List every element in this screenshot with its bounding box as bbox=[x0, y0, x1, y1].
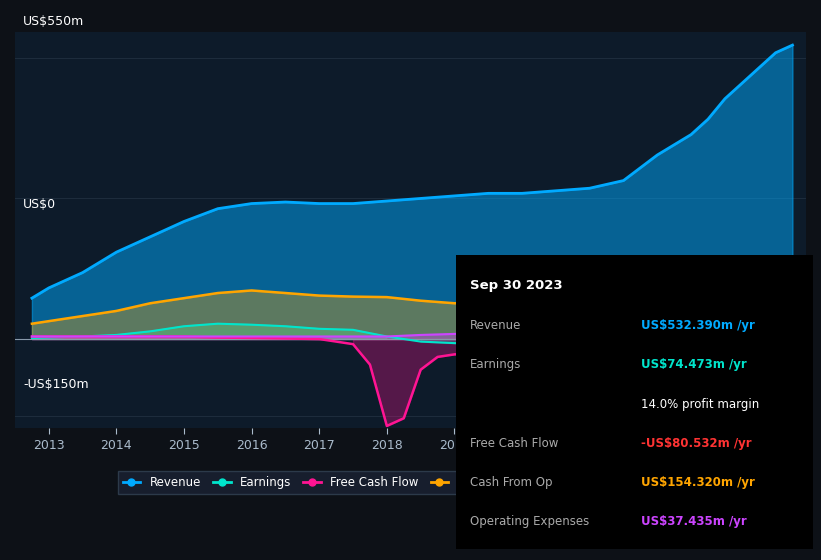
Text: US$0: US$0 bbox=[23, 198, 56, 211]
Text: Earnings: Earnings bbox=[470, 358, 521, 371]
Text: US$532.390m /yr: US$532.390m /yr bbox=[641, 319, 755, 332]
Text: Operating Expenses: Operating Expenses bbox=[470, 515, 589, 528]
Text: Sep 30 2023: Sep 30 2023 bbox=[470, 279, 562, 292]
Text: US$37.435m /yr: US$37.435m /yr bbox=[641, 515, 747, 528]
Text: 14.0% profit margin: 14.0% profit margin bbox=[641, 398, 759, 410]
Text: -US$80.532m /yr: -US$80.532m /yr bbox=[641, 437, 752, 450]
Text: Cash From Op: Cash From Op bbox=[470, 476, 553, 489]
Text: -US$150m: -US$150m bbox=[23, 379, 89, 391]
Text: Revenue: Revenue bbox=[470, 319, 521, 332]
Text: US$550m: US$550m bbox=[23, 15, 85, 29]
Legend: Revenue, Earnings, Free Cash Flow, Cash From Op, Operating Expenses: Revenue, Earnings, Free Cash Flow, Cash … bbox=[118, 472, 703, 494]
Text: US$154.320m /yr: US$154.320m /yr bbox=[641, 476, 755, 489]
Text: Free Cash Flow: Free Cash Flow bbox=[470, 437, 558, 450]
Text: US$74.473m /yr: US$74.473m /yr bbox=[641, 358, 747, 371]
